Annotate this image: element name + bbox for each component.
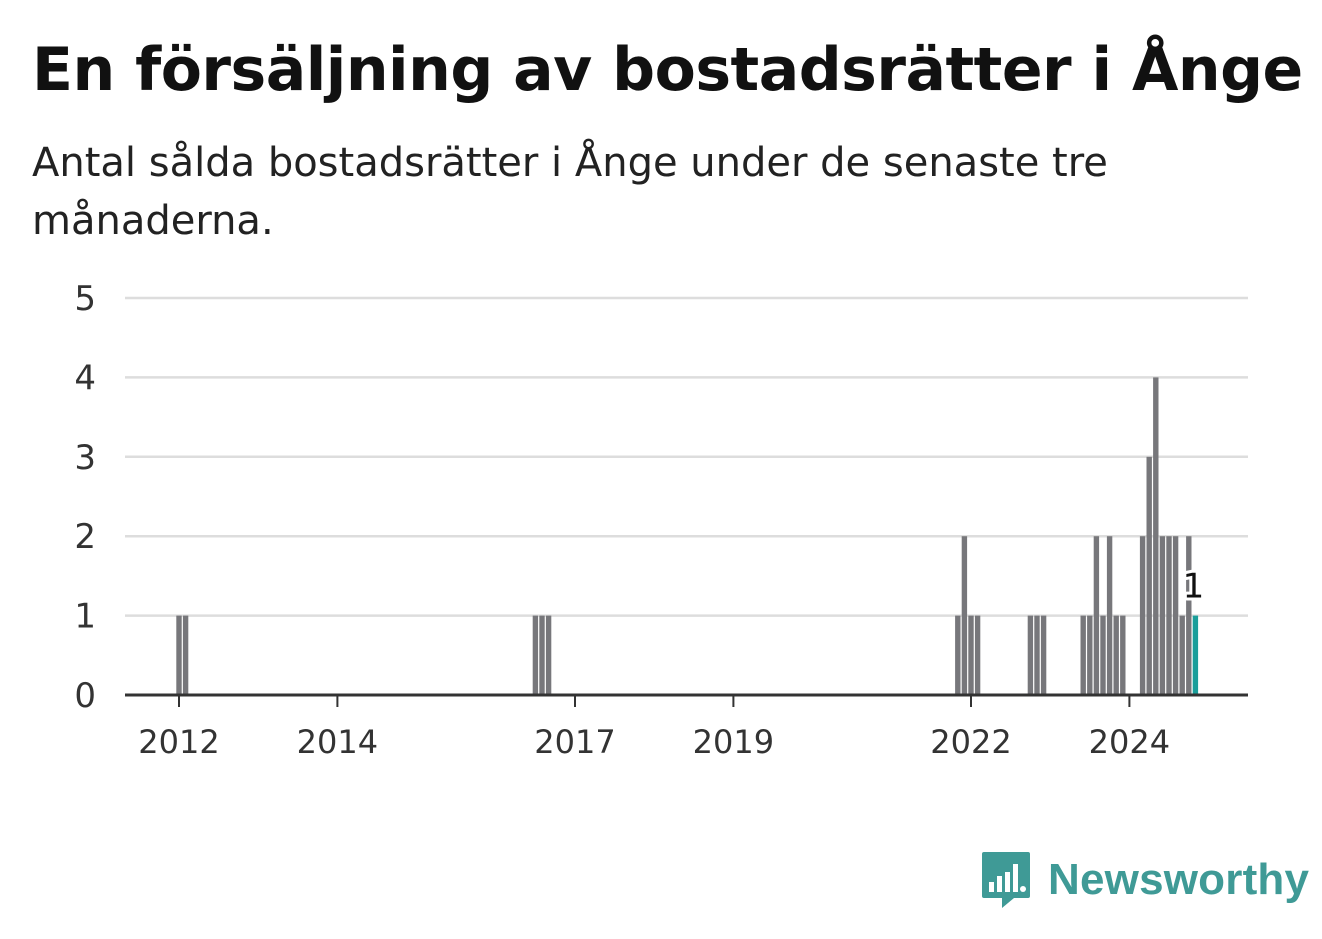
- y-tick-label: 0: [74, 676, 96, 716]
- x-tick-label: 2024: [1089, 723, 1170, 761]
- bar: [974, 615, 981, 695]
- x-axis-ticks: 2012 2014 2017 2019 2022 2024: [138, 695, 1170, 761]
- bar: [539, 615, 545, 695]
- bar-highlight: [1192, 615, 1199, 695]
- x-tick-label: 2014: [297, 723, 378, 761]
- bar: [1153, 377, 1159, 695]
- brand-name: Newsworthy: [1048, 855, 1310, 904]
- y-tick-label: 5: [74, 279, 96, 319]
- bar: [1113, 615, 1119, 695]
- bar: [1034, 615, 1040, 695]
- x-tick-label: 2017: [534, 723, 615, 761]
- bar: [1159, 536, 1166, 695]
- bar: [176, 615, 182, 695]
- x-tick-label: 2012: [138, 723, 219, 761]
- bar: [182, 615, 189, 695]
- chart-subtitle: Antal sålda bostadsrätter i Ånge under d…: [32, 140, 1108, 244]
- chart-title: En försäljning av bostadsrätter i Ånge: [32, 35, 1303, 105]
- bar: [1040, 615, 1047, 695]
- bar: [1179, 615, 1185, 695]
- newsworthy-bar-chart-icon: [982, 852, 1030, 908]
- data-labels: 1: [1180, 564, 1208, 610]
- bar: [961, 536, 968, 695]
- bar: [1027, 615, 1034, 695]
- bar: [1139, 536, 1146, 695]
- x-tick-label: 2022: [930, 723, 1011, 761]
- gridlines: [125, 296, 1248, 617]
- bar: [1120, 615, 1126, 695]
- bar: [532, 615, 539, 695]
- y-axis-ticks: 0 1 2 3 4 5: [74, 279, 96, 716]
- bars: [176, 377, 1199, 695]
- newsworthy-logo: Newsworthy: [980, 850, 1309, 910]
- bar: [1166, 536, 1172, 695]
- bar: [1080, 615, 1086, 695]
- data-label-latest: 1: [1183, 567, 1205, 607]
- bar: [955, 615, 961, 695]
- bar: [1146, 456, 1152, 695]
- bar: [545, 615, 552, 695]
- bar: [968, 615, 974, 695]
- x-tick-label: 2019: [693, 723, 774, 761]
- y-tick-label: 1: [74, 597, 96, 637]
- bar: [1100, 615, 1106, 695]
- y-tick-label: 4: [74, 358, 96, 398]
- y-tick-label: 2: [74, 517, 96, 557]
- bar: [1186, 536, 1192, 695]
- bar: [1172, 536, 1179, 695]
- bar: [1093, 536, 1100, 695]
- y-tick-label: 3: [74, 438, 96, 478]
- bar: [1106, 536, 1113, 695]
- bar: [1087, 615, 1093, 695]
